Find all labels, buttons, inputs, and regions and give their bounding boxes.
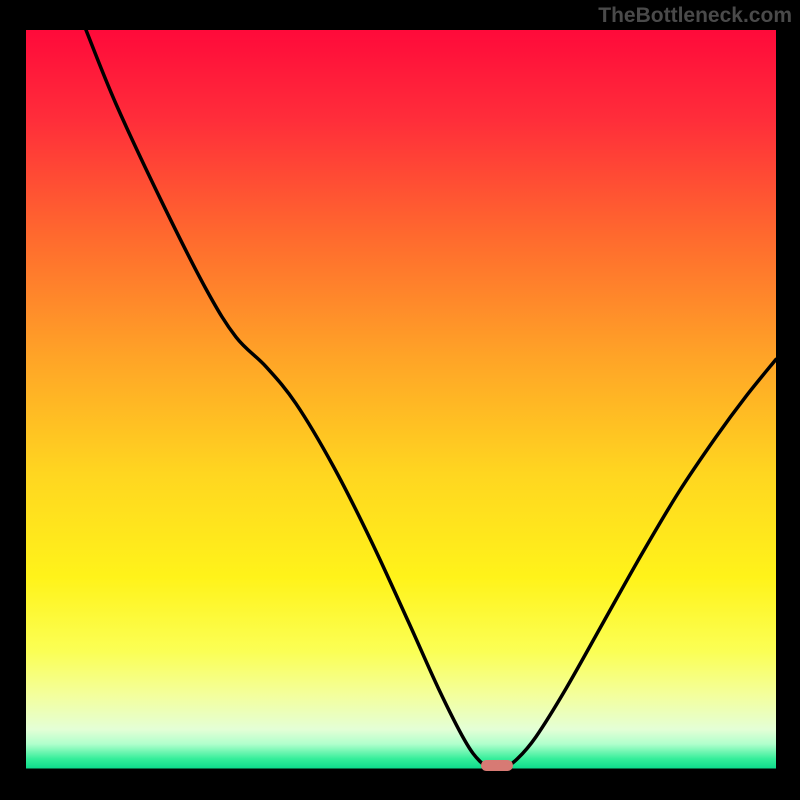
chart-container: TheBottleneck.com	[0, 0, 800, 800]
watermark-text: TheBottleneck.com	[598, 4, 792, 28]
optimal-marker	[481, 760, 513, 772]
plot-area	[26, 30, 776, 770]
bottleneck-curve	[26, 30, 776, 770]
curve-line	[86, 30, 776, 768]
